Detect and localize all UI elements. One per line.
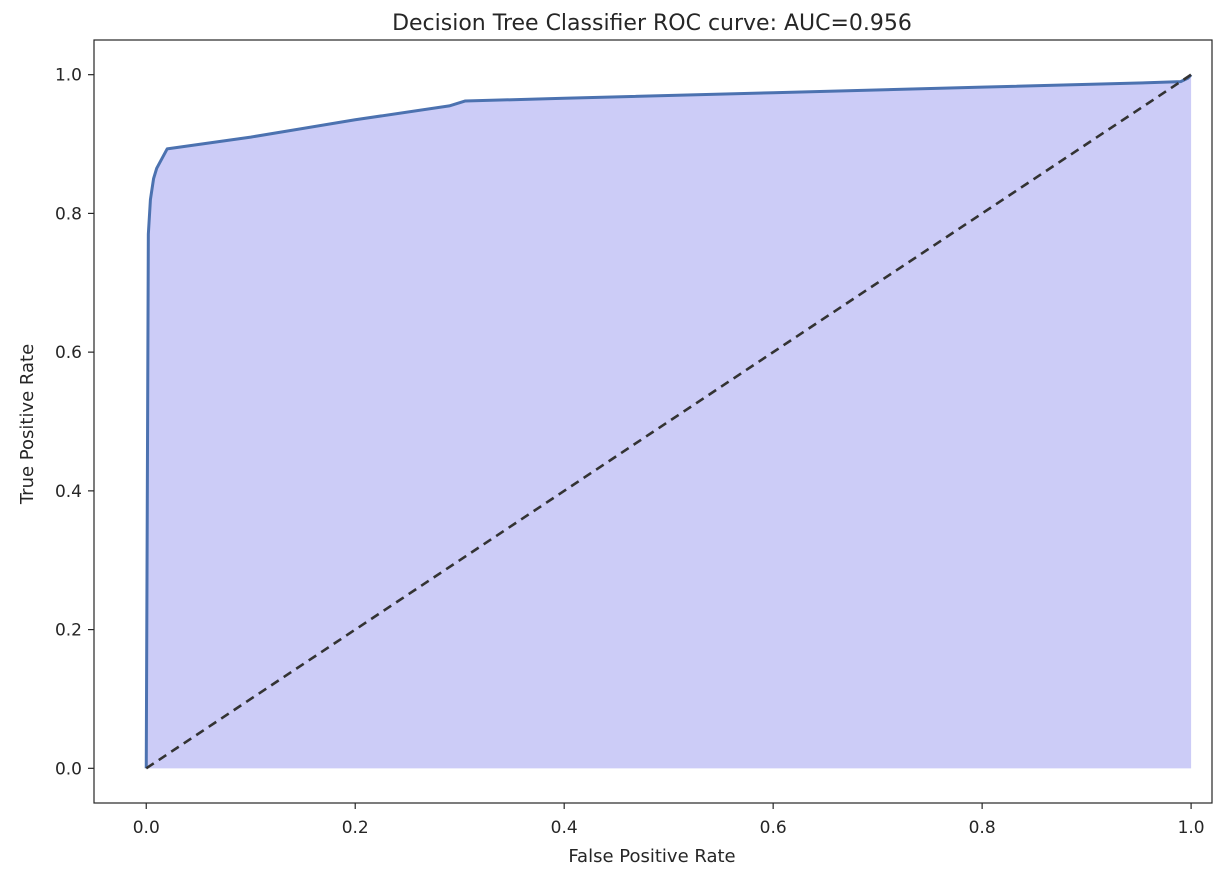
plot-area <box>144 73 1193 770</box>
x-tick-label: 0.4 <box>551 818 578 838</box>
y-tick-label: 0.0 <box>55 759 82 779</box>
roc-area-fill <box>146 74 1192 769</box>
axes-frame <box>93 39 1213 804</box>
x-tick-label: 0.8 <box>969 818 996 838</box>
y-tick-label: 1.0 <box>55 66 82 86</box>
y-tick-label: 0.6 <box>55 343 82 363</box>
x-tick-label: 0.2 <box>342 818 369 838</box>
x-tick-label: 0.0 <box>133 818 160 838</box>
x-axis-label: False Positive Rate <box>568 846 735 867</box>
x-tick-label: 0.6 <box>760 818 787 838</box>
chart-title: Decision Tree Classifier ROC curve: AUC=… <box>392 11 912 36</box>
y-axis-label: True Positive Rate <box>17 344 38 505</box>
y-tick-label: 0.4 <box>55 482 82 502</box>
y-tick-label: 0.8 <box>55 204 82 224</box>
y-tick-label: 0.2 <box>55 621 82 641</box>
x-tick-label: 1.0 <box>1178 818 1205 838</box>
roc-curve-line <box>144 73 1193 769</box>
ticks: 0.0 0.2 0.4 0.6 0.8 1.0 0.0 0.2 0.4 0.6 0.8 1.0 <box>55 66 1205 838</box>
